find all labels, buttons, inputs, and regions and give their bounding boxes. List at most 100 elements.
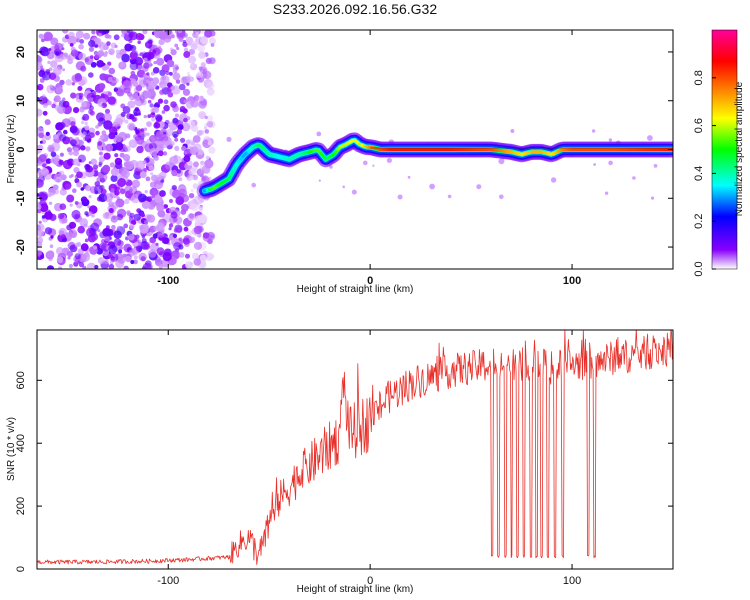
noise-blob [78,92,84,98]
noise-speck [351,189,357,195]
noise-blob [115,52,122,59]
noise-blob [140,98,145,104]
noise-blob [58,227,67,237]
noise-blob [175,66,179,70]
noise-blob [132,49,136,54]
noise-blob [103,193,113,203]
noise-blob [37,224,42,232]
noise-speck [510,129,515,133]
noise-blob [37,203,42,211]
noise-blob [140,256,146,262]
noise-blob [70,139,77,147]
noise-blob [91,30,96,35]
noise-speck [226,136,232,142]
noise-blob [182,33,186,37]
noise-blob [182,39,187,44]
noise-blob [177,124,184,131]
noise-speck [550,177,557,183]
noise-blob [37,83,44,91]
noise-blob [94,53,100,59]
noise-blob [49,158,55,164]
noise-blob [158,264,164,269]
noise-blob [148,80,157,90]
noise-blob [204,129,210,134]
noise-speck [498,158,505,165]
noise-blob [155,174,163,182]
snr-xlabel: Height of straight line (km) [297,584,414,595]
noise-blob [108,207,114,214]
noise-speck [316,131,322,137]
noise-blob [183,155,191,163]
spectrogram-xtick-label: 0 [367,275,373,287]
noise-blob [69,203,73,207]
noise-blob [67,256,71,260]
noise-speck [447,194,452,199]
noise-speck [608,138,613,142]
noise-blob [93,245,98,250]
noise-blob [157,209,166,218]
noise-blob [44,32,54,42]
noise-blob [46,84,56,94]
noise-blob [61,30,69,34]
noise-blob [191,124,199,132]
noise-blob [130,78,137,85]
noise-blob [206,115,213,122]
noise-blob [104,108,111,114]
noise-blob [134,136,140,142]
noise-blob [170,49,177,56]
noise-blob [178,188,187,198]
noise-blob [47,60,51,64]
noise-speck [608,160,613,166]
noise-speck [653,164,658,168]
noise-blob [58,105,62,109]
noise-blob [117,174,122,179]
noise-blob [119,188,126,195]
noise-blob [151,117,156,122]
noise-blob [140,128,145,133]
noise-blob [80,187,85,191]
noise-blob [163,204,169,209]
noise-blob [204,159,214,169]
noise-blob [109,252,119,262]
colorbar-tick-label: 0.0 [693,261,705,276]
noise-blob [170,85,175,91]
noise-blob [98,30,104,33]
noise-blob [205,155,210,160]
noise-blob [70,92,77,99]
noise-blob [123,223,129,229]
noise-blob [141,200,150,209]
noise-blob [163,104,170,112]
noise-blob [130,194,140,204]
noise-blob [149,147,158,157]
noise-blob [41,215,46,219]
noise-blob [130,259,135,265]
noise-blob [79,258,84,263]
noise-blob [143,168,147,172]
noise-blob [207,253,215,260]
noise-blob [121,53,130,63]
noise-blob [74,201,79,205]
noise-blob [110,174,118,182]
noise-blob [45,158,52,164]
noise-blob [53,173,63,183]
noise-blob [206,120,214,128]
noise-blob [109,162,115,168]
noise-blob [206,81,215,90]
noise-blob [80,133,86,138]
noise-blob [53,184,59,191]
noise-blob [87,211,93,217]
noise-blob [128,139,138,149]
noise-speck [476,184,482,190]
noise-blob [94,264,99,269]
noise-blob [102,212,110,219]
noise-blob [99,242,107,250]
noise-blob [167,91,174,98]
noise-blob [200,36,209,45]
noise-blob [175,79,181,84]
noise-blob [108,48,115,55]
noise-blob [125,255,132,263]
noise-blob [79,39,85,44]
spectrogram-ytick-label: 20 [15,46,27,58]
noise-blob [209,37,216,45]
noise-blob [83,223,88,228]
